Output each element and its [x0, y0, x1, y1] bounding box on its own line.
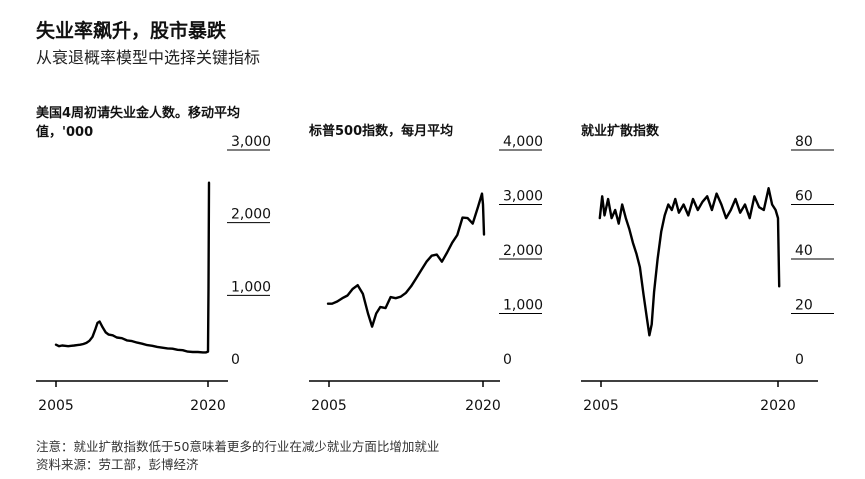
- y-tick-label: 0: [231, 352, 240, 368]
- x-tick-label: 2005: [311, 398, 347, 414]
- y-tick-label: 20: [795, 298, 813, 314]
- panel-title-sp500: 标普500指数，每月平均: [309, 124, 454, 139]
- y-tick-label: 3,000: [503, 189, 543, 205]
- x-tick-label: 2005: [583, 398, 619, 414]
- footnote: 注意：就业扩散指数低于50意味着更多的行业在减少就业方面比增加就业: [36, 439, 440, 454]
- series-line: [326, 192, 486, 328]
- y-tick-label: 2,000: [503, 243, 543, 259]
- y-tick-label: 4,000: [503, 134, 543, 150]
- y-tick-label: 40: [795, 243, 813, 259]
- chart-subtitle: 从衰退概率模型中选择关键指标: [36, 48, 261, 67]
- panel-title-claims: 美国4周初请失业金人数。移动平均值，'000: [36, 106, 241, 140]
- y-tick-label: 0: [503, 352, 512, 368]
- panel-title-diffusion: 就业扩散指数: [581, 124, 660, 139]
- x-tick-label: 2005: [38, 398, 74, 414]
- y-tick-label: 0: [795, 352, 804, 368]
- y-tick-label: 80: [795, 134, 813, 150]
- y-tick-label: 1,000: [503, 298, 543, 314]
- x-tick-label: 2020: [465, 398, 501, 414]
- y-tick-label: 3,000: [231, 134, 271, 150]
- y-tick-label: 2,000: [231, 207, 271, 223]
- y-tick-label: 60: [795, 189, 813, 205]
- series-line: [54, 181, 211, 354]
- source-note: 资料来源：劳工部，彭博经济: [36, 457, 199, 472]
- series-line: [598, 186, 781, 337]
- chart-title: 失业率飙升，股市暴跌: [36, 20, 227, 42]
- y-tick-label: 1,000: [231, 279, 271, 295]
- x-tick-label: 2020: [760, 398, 796, 414]
- x-tick-label: 2020: [190, 398, 226, 414]
